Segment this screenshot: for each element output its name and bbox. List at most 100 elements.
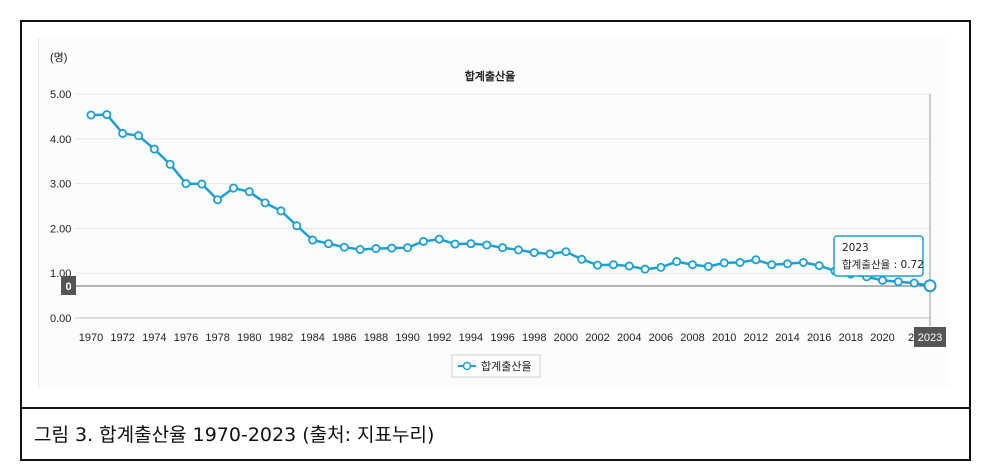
x-tick-label: 1976 [174, 332, 198, 344]
grid-lines [75, 93, 930, 319]
y-axis: 0.001.002.003.004.005.00 [50, 89, 71, 325]
x-tick-label: 2012 [744, 332, 768, 344]
data-point-2016[interactable] [814, 261, 824, 271]
caption-divider [20, 407, 971, 409]
x-tick-label: 1998 [522, 332, 546, 344]
data-point-1974[interactable] [149, 144, 159, 154]
data-point-2023[interactable] [923, 279, 937, 293]
data-point-1979[interactable] [228, 183, 238, 193]
data-point-2014[interactable] [783, 259, 793, 269]
x-tick-label: 2018 [839, 332, 863, 344]
x-tick-label: 1994 [459, 332, 483, 344]
x-tick-label: 1972 [110, 332, 134, 344]
x-tick-label: 2008 [680, 332, 704, 344]
data-point-2010[interactable] [719, 258, 729, 268]
data-point-1970[interactable] [86, 110, 96, 120]
x-tick-label: 1978 [205, 332, 229, 344]
data-point-1996[interactable] [498, 243, 508, 253]
data-point-2005[interactable] [640, 264, 650, 274]
x-tick-label: 2014 [775, 332, 799, 344]
legend-label: 합계출산율 [481, 360, 532, 373]
data-point-1973[interactable] [133, 131, 143, 141]
data-point-2022[interactable] [909, 278, 919, 288]
chart-panel [38, 38, 949, 388]
figure-caption: 그림 3. 합계출산율 1970-2023 (출처: 지표누리) [34, 424, 435, 446]
data-point-1993[interactable] [450, 239, 460, 249]
data-point-2004[interactable] [624, 261, 634, 271]
data-point-2008[interactable] [688, 260, 698, 270]
data-point-1986[interactable] [339, 242, 349, 252]
data-point-2002[interactable] [593, 260, 603, 270]
crosshair-x-label: 2023 [918, 332, 942, 344]
y-tick-label: 5.00 [50, 89, 71, 101]
data-point-1972[interactable] [118, 128, 128, 138]
data-point-1998[interactable] [529, 248, 539, 258]
data-point-1987[interactable] [355, 244, 365, 254]
data-point-2020[interactable] [878, 275, 888, 285]
data-point-2011[interactable] [735, 257, 745, 267]
data-point-1991[interactable] [418, 236, 428, 246]
data-point-1994[interactable] [466, 239, 476, 249]
x-tick-label: 2002 [585, 332, 609, 344]
data-point-1983[interactable] [292, 221, 302, 231]
data-point-1975[interactable] [165, 159, 175, 169]
data-point-1999[interactable] [545, 249, 555, 259]
x-tick-label: 1986 [332, 332, 356, 344]
tooltip-year: 2023 [842, 242, 869, 254]
tooltip-value: 합계출산율 : 0.72 [842, 259, 924, 271]
x-tick-label: 2000 [554, 332, 578, 344]
legend[interactable]: 합계출산율 [451, 354, 541, 378]
data-point-1980[interactable] [244, 187, 254, 197]
x-tick-label: 2004 [617, 332, 641, 344]
tooltip: 2023 합계출산율 : 0.72 [833, 235, 924, 277]
crosshair-y-label: 0 [65, 281, 71, 293]
data-point-2006[interactable] [656, 262, 666, 272]
data-point-1997[interactable] [513, 245, 523, 255]
x-tick-label: 1990 [395, 332, 419, 344]
y-tick-label: 4.00 [50, 134, 71, 146]
data-point-1976[interactable] [181, 179, 191, 189]
x-tick-label: 1988 [364, 332, 388, 344]
data-point-1985[interactable] [323, 239, 333, 249]
data-point-1992[interactable] [434, 234, 444, 244]
data-point-2000[interactable] [561, 247, 571, 257]
x-tick-label: 1996 [490, 332, 514, 344]
data-point-1984[interactable] [308, 235, 318, 245]
x-tick-label: 2020 [870, 332, 894, 344]
data-point-1995[interactable] [482, 240, 492, 250]
x-tick-label: 1970 [79, 332, 103, 344]
legend-marker-icon [462, 361, 472, 371]
crosshair-x-badge: 2023 [914, 327, 946, 347]
x-axis: 1970 1972 1974 1976 1978 1980 1982 1984 1986 1988… [79, 332, 921, 344]
x-tick-label: 2010 [712, 332, 736, 344]
x-tick-label: 1974 [142, 332, 166, 344]
x-tick-label: 1992 [427, 332, 451, 344]
data-point-1990[interactable] [403, 243, 413, 253]
y-tick-label: 3.00 [50, 179, 71, 191]
y-tick-label: 0.00 [50, 313, 71, 325]
data-point-2007[interactable] [672, 257, 682, 267]
data-point-2003[interactable] [608, 260, 618, 270]
data-point-1977[interactable] [197, 179, 207, 189]
y-unit-label: (명) [50, 51, 67, 64]
data-point-1978[interactable] [213, 195, 223, 205]
y-tick-label: 2.00 [50, 223, 71, 235]
data-point-1982[interactable] [276, 206, 286, 216]
x-tick-label: 2016 [807, 332, 831, 344]
data-point-2012[interactable] [751, 255, 761, 265]
x-tick-label: 1984 [300, 332, 324, 344]
data-point-1971[interactable] [102, 110, 112, 120]
data-point-2015[interactable] [798, 257, 808, 267]
chart-title: 합계출산율 [465, 69, 516, 83]
data-point-2021[interactable] [893, 277, 903, 287]
data-point-2009[interactable] [703, 261, 713, 271]
crosshair-y-badge: 0 [61, 276, 76, 295]
data-point-1981[interactable] [260, 198, 270, 208]
data-point-1989[interactable] [387, 243, 397, 253]
x-tick-label: 1980 [237, 332, 261, 344]
data-point-2001[interactable] [577, 254, 587, 264]
x-tick-label: 1982 [269, 332, 293, 344]
data-point-2013[interactable] [767, 260, 777, 270]
data-point-1988[interactable] [371, 244, 381, 254]
